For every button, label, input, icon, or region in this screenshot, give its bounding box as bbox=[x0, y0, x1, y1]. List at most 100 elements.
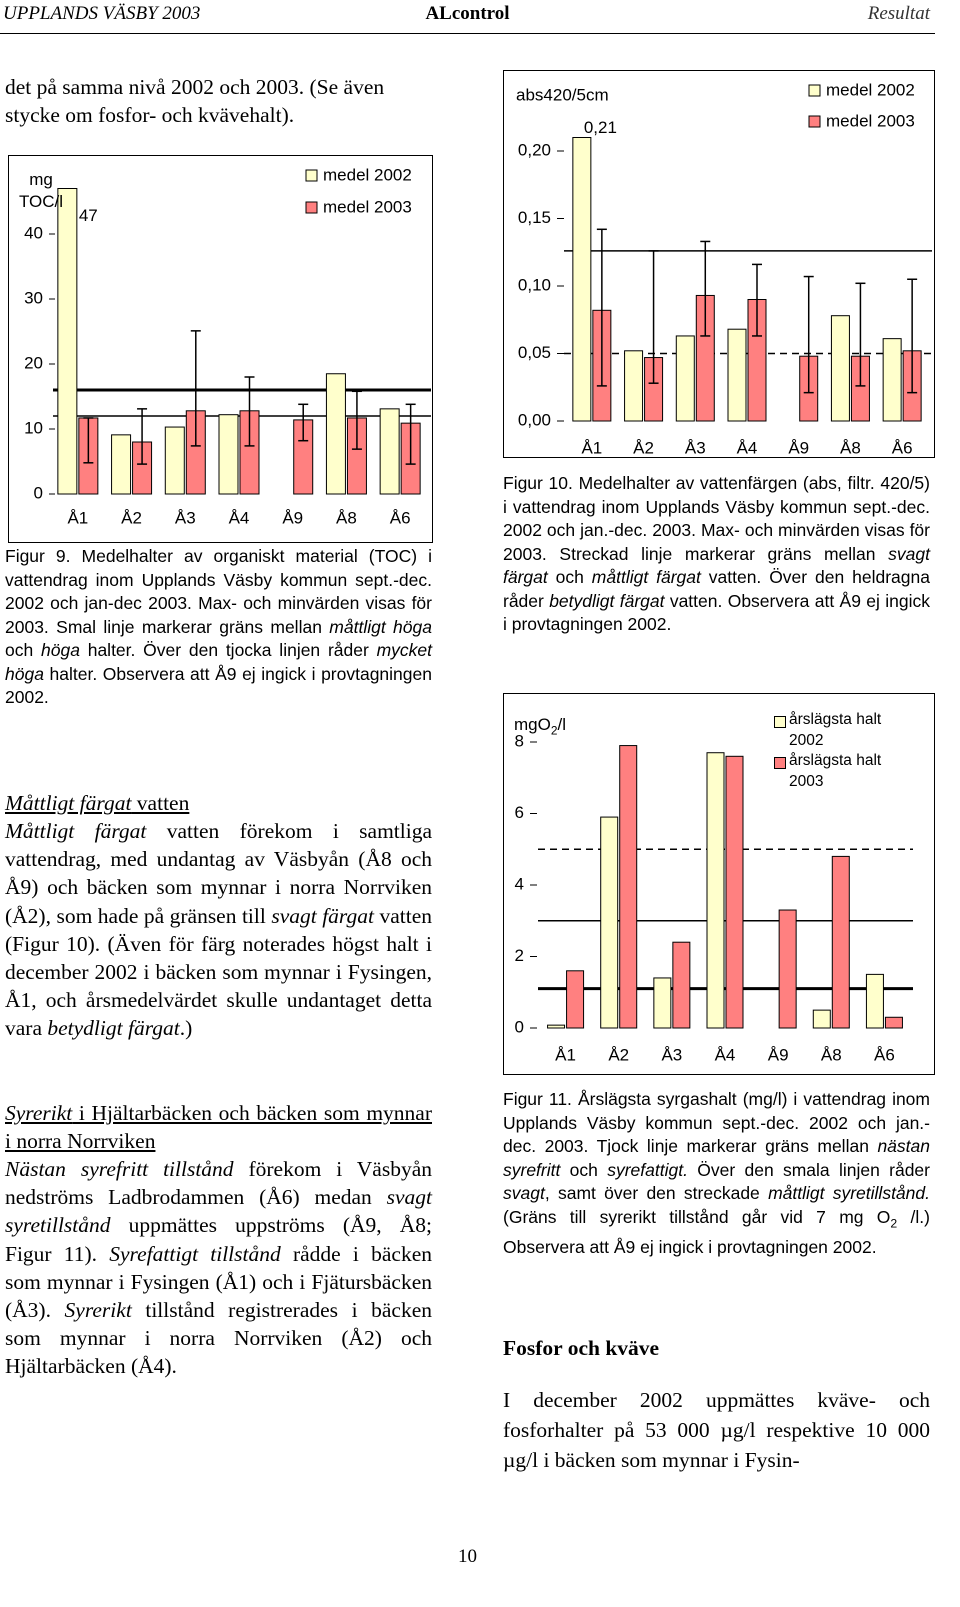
bar bbox=[778, 909, 797, 1029]
x-tick-label: Å3 bbox=[175, 508, 196, 527]
y-tick-label: 8 bbox=[515, 731, 524, 750]
caption-text: svagt färgat bbox=[503, 543, 930, 588]
bar bbox=[624, 350, 644, 422]
y-tick-label: 10 bbox=[24, 418, 43, 437]
y-tick-label: 0,10 bbox=[518, 275, 551, 294]
bar bbox=[619, 745, 638, 1029]
caption-text: svagt bbox=[503, 1183, 545, 1203]
x-tick-label: Å9 bbox=[768, 1045, 789, 1064]
x-tick-label: Å4 bbox=[737, 438, 758, 457]
bar bbox=[675, 335, 695, 422]
caption-text: halter. Över den tjocka linjen råder bbox=[79, 640, 377, 660]
y-tick-label: 0 bbox=[34, 483, 43, 502]
y-axis-title: mg TOC/l bbox=[11, 169, 71, 213]
x-tick-label: Å6 bbox=[390, 508, 411, 527]
x-tick-label: Å9 bbox=[788, 438, 809, 457]
chart-plot: 0 10 20 30 40 Å1 47 Å2 Å3 Å4 Å9 Å8 Å6 medel 2002 medel… bbox=[24, 165, 431, 527]
bar bbox=[325, 373, 346, 495]
paragraph-text: .) bbox=[179, 1016, 193, 1041]
x-tick-label: Å9 bbox=[282, 508, 303, 527]
bar bbox=[706, 752, 725, 1029]
paragraph-text: Syrefattigt tillstånd bbox=[109, 1241, 281, 1266]
bar bbox=[547, 1024, 566, 1029]
y-axis-title-part: /l bbox=[557, 715, 566, 734]
caption-text: vatten. Över den heldragna råder bbox=[503, 567, 930, 611]
paragraph-text: Måttligt färgat bbox=[5, 819, 147, 843]
section-heading: Måttligt färgat vatten bbox=[5, 789, 432, 817]
bar bbox=[653, 977, 672, 1029]
paragraph-text: svagt syretillstånd bbox=[5, 1185, 432, 1238]
caption-text: måttligt höga bbox=[329, 616, 432, 637]
caption-text: betydligt färgat bbox=[549, 590, 665, 611]
caption-text: höga bbox=[41, 640, 80, 660]
caption-text: måttligt syretillstånd. bbox=[768, 1183, 930, 1203]
legend-label: medel 2003 bbox=[323, 197, 412, 216]
y-axis-title: mgO2/l bbox=[514, 714, 566, 741]
caption-text: och bbox=[560, 1159, 608, 1180]
x-tick-label: Å1 bbox=[581, 438, 602, 457]
x-tick-label: Å3 bbox=[661, 1045, 682, 1064]
paragraph: I december 2002 uppmättes kväve- och fos… bbox=[503, 1385, 930, 1475]
caption-text: Över den smala linjen råder bbox=[687, 1159, 930, 1180]
caption-text: Figur 11. Årslägsta syrgashalt (mg/l) i … bbox=[503, 1089, 930, 1156]
y-axis-title-line: mg bbox=[29, 170, 53, 189]
heading-text: i Hjältarbäcken och bäcken som mynnar i … bbox=[5, 1101, 432, 1154]
value-label: 0,21 bbox=[584, 118, 617, 137]
value-label: 47 bbox=[79, 206, 98, 225]
y-axis-title-line: TOC/l bbox=[18, 192, 64, 211]
y-axis-title: abs420/5cm bbox=[516, 85, 609, 104]
x-tick-label: Å3 bbox=[685, 438, 706, 457]
section-heading: Fosfor och kväve bbox=[503, 1334, 930, 1362]
bar bbox=[727, 328, 747, 422]
bar bbox=[572, 137, 592, 422]
bar bbox=[218, 414, 239, 495]
y-tick-label: 20 bbox=[24, 353, 43, 372]
x-tick-label: Å1 bbox=[67, 508, 88, 527]
legend-swatch bbox=[808, 115, 821, 128]
intro-paragraph: det på samma nivå 2002 och 2003. (Se äve… bbox=[5, 75, 385, 128]
header-center: ALcontrol bbox=[425, 3, 510, 24]
paragraph-text: vatten (Figur 10). (Även för färg notera… bbox=[5, 903, 432, 1041]
x-tick-label: Å2 bbox=[608, 1045, 629, 1064]
chart-plot: 0 2 4 6 8 Å1 Å2 Å3 Å4 Å9 Å8 Å6 bbox=[515, 731, 913, 1064]
section-heading: Syrerikt i Hjältarbäcken och bäcken som … bbox=[5, 1099, 432, 1155]
bar bbox=[884, 1016, 903, 1029]
bar bbox=[600, 816, 619, 1029]
x-tick-label: Å4 bbox=[715, 1045, 736, 1064]
toc-chart: 0 10 20 30 40 Å1 47 Å2 Å3 Å4 Å9 Å8 Å6 medel 2002 medel… bbox=[8, 155, 433, 543]
paragraph-text: förekom i Väsbyån nedströms Ladbrodammen… bbox=[5, 1157, 432, 1210]
paragraph-text: tillstånd registrerades i bäcken som myn… bbox=[5, 1298, 432, 1379]
legend-swatch bbox=[774, 716, 786, 728]
x-tick-label: Å8 bbox=[336, 508, 357, 527]
bar bbox=[111, 434, 132, 495]
paragraph-text: I december 2002 uppmättes kväve- och fos… bbox=[503, 1388, 930, 1472]
bar bbox=[57, 188, 78, 495]
heading-text: Syrerikt bbox=[5, 1101, 73, 1125]
paragraph-text: Syrerikt bbox=[64, 1298, 132, 1323]
caption-text: och bbox=[5, 640, 41, 660]
bar bbox=[164, 426, 185, 495]
paragraph-text: svagt färgat bbox=[271, 903, 374, 928]
y-tick-label: 6 bbox=[515, 803, 524, 822]
caption-text: måttligt färgat bbox=[591, 567, 701, 587]
header-left: UPPLANDS VÄSBY 2003 bbox=[3, 3, 201, 24]
heading-text: Fosfor och kväve bbox=[503, 1336, 660, 1360]
legend-swatch bbox=[305, 201, 318, 214]
y-tick-label: 2 bbox=[515, 946, 524, 965]
caption-text: , samt över den streckade bbox=[544, 1183, 769, 1203]
y-tick-label: 0,05 bbox=[518, 343, 551, 362]
y-tick-label: 30 bbox=[24, 288, 43, 307]
x-tick-label: Å6 bbox=[892, 438, 913, 457]
y-tick-label: 40 bbox=[24, 223, 43, 242]
y-axis-title-part: 2 bbox=[550, 723, 558, 738]
x-tick-label: Å8 bbox=[821, 1045, 842, 1064]
color-chart: 0,00 0,05 0,10 0,15 0,20 abs420/5cm Å1 0,21 Å2 Å3… bbox=[503, 70, 935, 458]
caption-text: (Gräns till syrerikt tillstånd går vid 7… bbox=[503, 1206, 891, 1227]
bar bbox=[812, 1009, 831, 1029]
caption-text: syrefattigt. bbox=[607, 1159, 688, 1180]
bar bbox=[725, 755, 744, 1029]
y-tick-label: 0,00 bbox=[518, 410, 551, 429]
y-tick-label: 0,15 bbox=[518, 208, 551, 227]
y-axis-title-part: mgO bbox=[514, 715, 551, 734]
oxygen-chart: 0 2 4 6 8 Å1 Å2 Å3 Å4 Å9 Å8 Å6 mgO2/l årslägsta hal… bbox=[503, 693, 935, 1075]
